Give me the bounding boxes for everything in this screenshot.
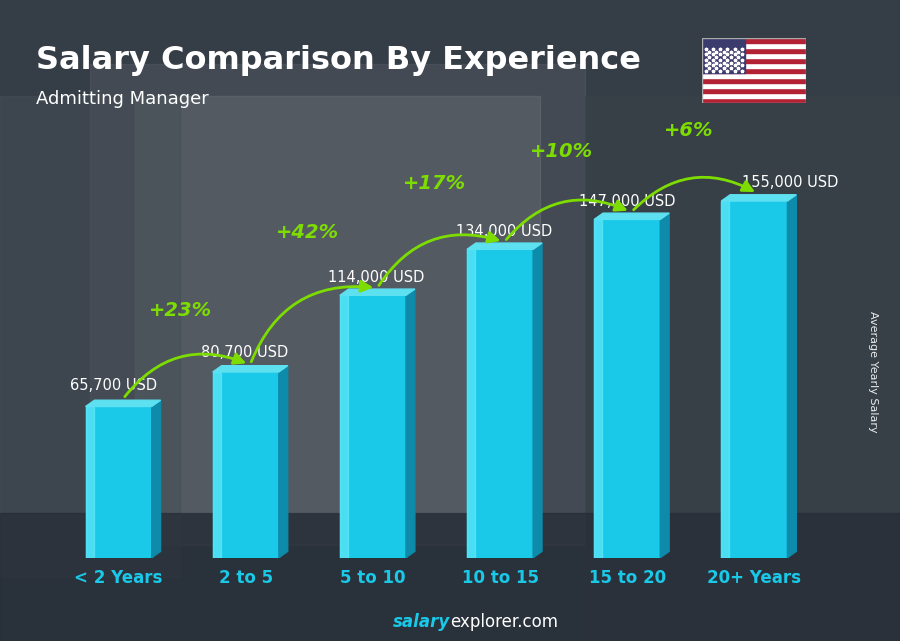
- Polygon shape: [533, 243, 542, 558]
- Text: +6%: +6%: [664, 121, 714, 140]
- Bar: [702, 73, 806, 78]
- Polygon shape: [340, 296, 406, 558]
- Bar: [90, 64, 585, 545]
- Text: 147,000 USD: 147,000 USD: [579, 194, 675, 209]
- Bar: [702, 78, 806, 83]
- Polygon shape: [86, 406, 94, 558]
- Bar: [585, 96, 900, 641]
- Bar: [702, 53, 806, 58]
- Bar: [702, 83, 806, 88]
- Bar: [702, 63, 806, 68]
- Polygon shape: [340, 296, 347, 558]
- Bar: [702, 58, 806, 63]
- Text: 134,000 USD: 134,000 USD: [455, 224, 552, 238]
- Polygon shape: [212, 366, 288, 372]
- Text: Admitting Manager: Admitting Manager: [36, 90, 209, 108]
- Bar: [702, 48, 806, 53]
- Text: explorer.com: explorer.com: [450, 613, 558, 631]
- Polygon shape: [340, 289, 415, 296]
- Polygon shape: [279, 366, 288, 558]
- Bar: [702, 97, 806, 103]
- Bar: [702, 38, 806, 44]
- Text: Salary Comparison By Experience: Salary Comparison By Experience: [36, 45, 641, 76]
- Bar: [702, 68, 806, 73]
- Polygon shape: [467, 249, 475, 558]
- Bar: [702, 44, 806, 48]
- Text: +10%: +10%: [530, 142, 593, 161]
- Polygon shape: [788, 195, 796, 558]
- Polygon shape: [594, 213, 670, 219]
- Bar: [702, 88, 806, 93]
- Polygon shape: [594, 219, 661, 558]
- Bar: [0, 513, 900, 641]
- Text: Average Yearly Salary: Average Yearly Salary: [868, 311, 878, 433]
- Polygon shape: [467, 243, 542, 249]
- Text: +42%: +42%: [276, 222, 339, 242]
- Bar: [702, 38, 745, 73]
- Polygon shape: [406, 289, 415, 558]
- Polygon shape: [721, 201, 729, 558]
- Polygon shape: [86, 406, 152, 558]
- Polygon shape: [467, 249, 533, 558]
- Polygon shape: [721, 195, 796, 201]
- Text: +23%: +23%: [148, 301, 211, 320]
- Polygon shape: [212, 372, 279, 558]
- Polygon shape: [212, 372, 220, 558]
- Bar: [702, 93, 806, 97]
- Polygon shape: [86, 400, 160, 406]
- Text: 114,000 USD: 114,000 USD: [328, 270, 425, 285]
- Polygon shape: [661, 213, 670, 558]
- Text: 155,000 USD: 155,000 USD: [742, 175, 838, 190]
- Text: +17%: +17%: [403, 174, 466, 193]
- Bar: [0, 96, 180, 577]
- Polygon shape: [594, 219, 602, 558]
- Polygon shape: [152, 400, 160, 558]
- Text: salary: salary: [392, 613, 450, 631]
- Text: 65,700 USD: 65,700 USD: [70, 378, 158, 394]
- Text: 80,700 USD: 80,700 USD: [202, 345, 289, 360]
- Bar: [135, 96, 540, 513]
- Polygon shape: [721, 201, 788, 558]
